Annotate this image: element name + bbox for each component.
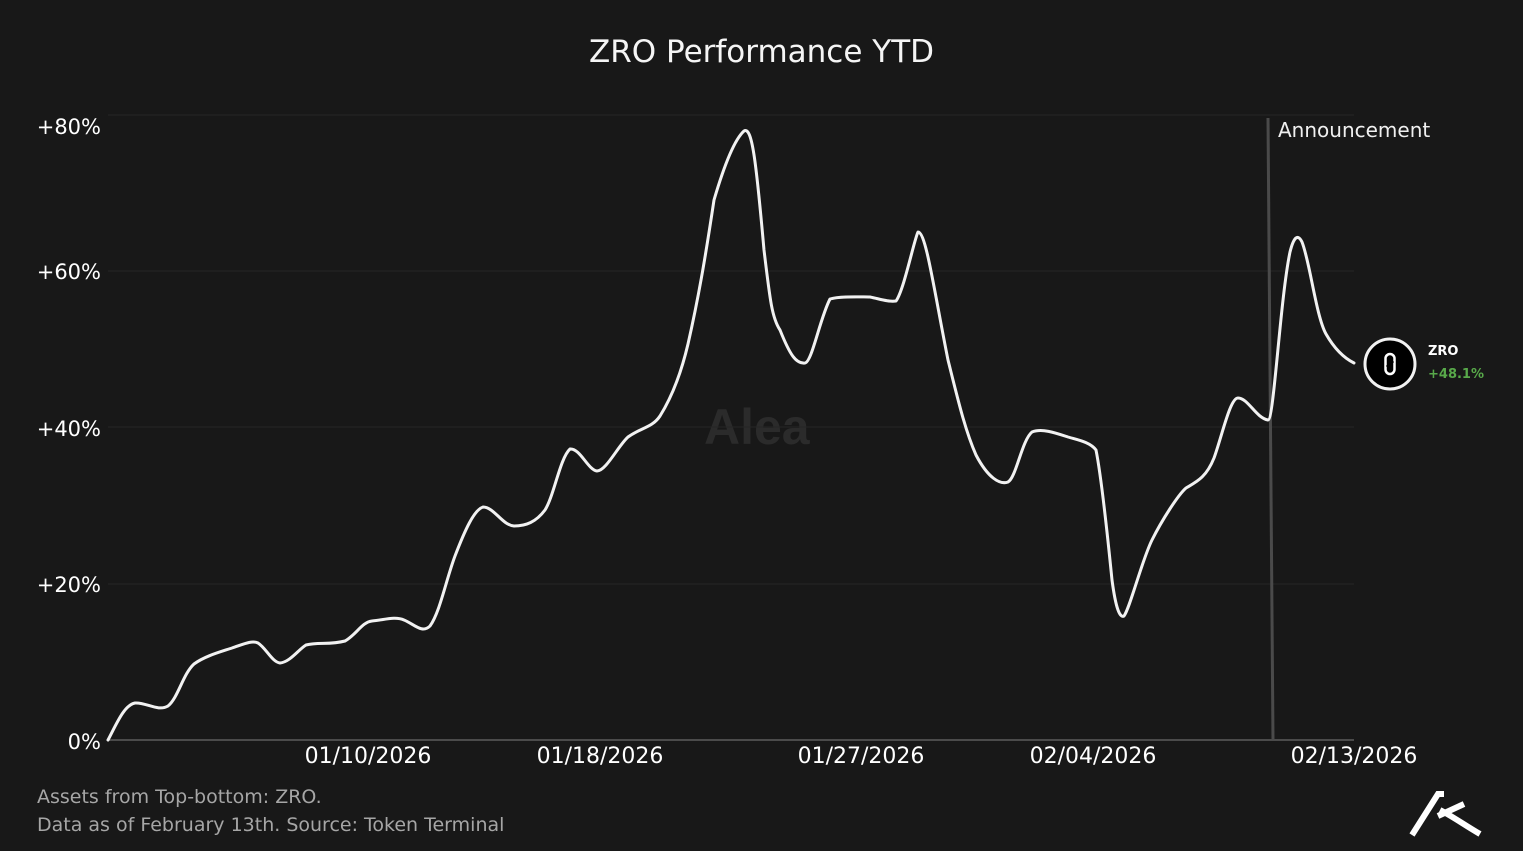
layerzero-token-icon <box>1384 352 1396 376</box>
footer-assets-note: Assets from Top-bottom: ZRO. <box>37 786 322 808</box>
y-tick-80: +80% <box>36 115 101 139</box>
alea-logo-icon <box>1409 791 1482 837</box>
zro-performance-line <box>106 129 1356 742</box>
x-tick-0118: 01/18/2026 <box>536 744 664 769</box>
x-tick-0204: 02/04/2026 <box>1029 744 1157 769</box>
x-tick-0127: 01/27/2026 <box>797 744 925 769</box>
y-tick-0: 0% <box>67 730 101 754</box>
y-tick-40: +40% <box>36 417 101 441</box>
y-tick-60: +60% <box>36 260 101 284</box>
announcement-label: Announcement <box>1278 118 1431 142</box>
announcement-line <box>1266 117 1275 741</box>
y-tick-20: +20% <box>36 573 101 597</box>
x-tick-0213: 02/13/2026 <box>1290 744 1418 769</box>
chart-title: ZRO Performance YTD <box>588 34 935 70</box>
legend-asset-name: ZRO <box>1428 344 1459 359</box>
gridlines <box>108 114 1354 585</box>
zro-end-badge <box>1363 337 1417 391</box>
footer-source-note: Data as of February 13th. Source: Token … <box>37 814 505 836</box>
legend-asset-value: +48.1% <box>1428 367 1484 382</box>
x-tick-0110: 01/10/2026 <box>304 744 432 769</box>
